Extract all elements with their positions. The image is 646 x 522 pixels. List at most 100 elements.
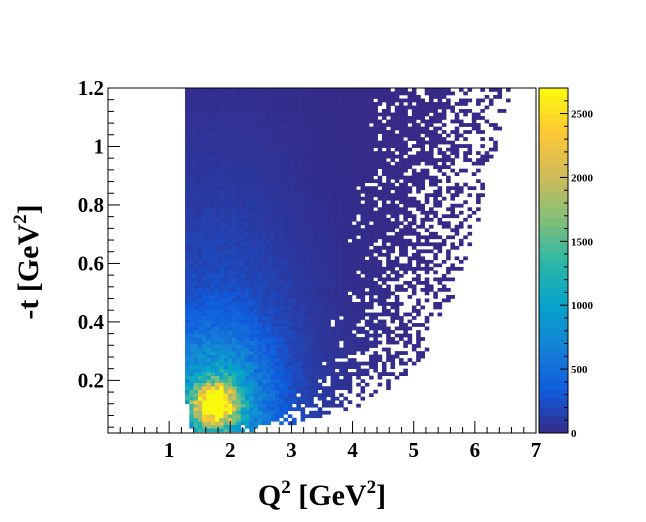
- heatmap-cell: [202, 340, 207, 345]
- heatmap-cell: [287, 337, 293, 341]
- heatmap-cell: [206, 305, 212, 310]
- heatmap-cell: [266, 305, 271, 310]
- heatmap-cell: [202, 168, 207, 173]
- heatmap-cell: [253, 200, 259, 205]
- heatmap-cell: [296, 140, 301, 145]
- heatmap-cell: [493, 147, 498, 152]
- heatmap-cell: [364, 112, 370, 117]
- heatmap-cell: [326, 158, 331, 162]
- heatmap-cell: [403, 151, 408, 155]
- heatmap-cell: [257, 291, 263, 296]
- heatmap-cell: [364, 284, 370, 289]
- heatmap-cell: [347, 116, 353, 120]
- heatmap-cell: [232, 175, 237, 180]
- heatmap-cell: [381, 330, 387, 334]
- heatmap-cell: [334, 221, 340, 226]
- heatmap-cell: [232, 172, 237, 177]
- heatmap-cell: [296, 358, 301, 362]
- heatmap-cell: [339, 287, 344, 292]
- heatmap-cell: [227, 249, 233, 254]
- heatmap-cell: [317, 105, 323, 110]
- heatmap-cell: [454, 256, 460, 261]
- heatmap-cell: [189, 154, 194, 159]
- heatmap-cell: [330, 238, 336, 243]
- heatmap-cell: [386, 354, 391, 359]
- heatmap-cell: [343, 263, 348, 268]
- heatmap-cell: [309, 298, 314, 303]
- heatmap-cell: [433, 252, 438, 257]
- heatmap-cell: [253, 375, 259, 380]
- heatmap-cell: [411, 256, 417, 261]
- heatmap-cell: [386, 302, 391, 306]
- heatmap-cell: [244, 165, 250, 169]
- heatmap-cell: [343, 344, 348, 348]
- heatmap-cell: [429, 193, 434, 198]
- heatmap-cell: [373, 217, 378, 222]
- heatmap-cell: [249, 382, 254, 387]
- heatmap-cell: [300, 389, 306, 394]
- heatmap-cell: [240, 333, 246, 338]
- heatmap-cell: [262, 189, 267, 194]
- heatmap-cell: [262, 379, 267, 384]
- heatmap-cell: [227, 102, 233, 106]
- heatmap-cell: [463, 130, 468, 134]
- heatmap-cell: [313, 182, 319, 187]
- heatmap-cell: [189, 344, 194, 348]
- heatmap-cell: [193, 347, 199, 352]
- heatmap-cell: [185, 316, 190, 320]
- heatmap-cell: [202, 242, 207, 247]
- heatmap-cell: [317, 147, 323, 152]
- heatmap-cell: [287, 231, 293, 236]
- heatmap-cell: [416, 179, 421, 184]
- heatmap-cell: [270, 372, 276, 376]
- heatmap-cell: [506, 98, 511, 103]
- heatmap-cell: [399, 372, 404, 376]
- heatmap-cell: [189, 354, 194, 359]
- heatmap-cell: [326, 242, 331, 247]
- heatmap-cell: [360, 326, 366, 331]
- heatmap-cell: [185, 312, 190, 317]
- heatmap-cell: [356, 238, 361, 243]
- heatmap-cell: [441, 221, 447, 226]
- heatmap-cell: [232, 421, 237, 426]
- heatmap-cell: [262, 242, 267, 247]
- heatmap-cell: [206, 365, 212, 369]
- heatmap-cell: [287, 389, 293, 394]
- heatmap-cell: [377, 224, 383, 229]
- heatmap-cell: [351, 161, 357, 166]
- heatmap-cell: [450, 210, 455, 215]
- heatmap-cell: [304, 116, 310, 120]
- heatmap-cell: [300, 351, 306, 355]
- heatmap-cell: [249, 126, 254, 131]
- heatmap-cell: [356, 347, 361, 352]
- heatmap-cell: [429, 109, 434, 113]
- heatmap-cell: [326, 316, 331, 320]
- heatmap-cell: [270, 175, 276, 180]
- heatmap-cell: [185, 214, 190, 219]
- heatmap-cell: [219, 203, 224, 208]
- heatmap-cell: [317, 137, 323, 141]
- heatmap-cell: [292, 196, 297, 201]
- heatmap-cell: [240, 147, 246, 152]
- heatmap-cell: [441, 137, 447, 141]
- heatmap-cell: [369, 393, 374, 398]
- heatmap-cell: [197, 154, 203, 159]
- heatmap-cell: [283, 151, 289, 155]
- heatmap-cell: [223, 407, 229, 412]
- heatmap-cell: [270, 305, 276, 310]
- heatmap-cell: [223, 165, 229, 169]
- heatmap-cell: [249, 379, 254, 384]
- heatmap-cell: [232, 102, 237, 106]
- heatmap-cell: [471, 123, 477, 127]
- heatmap-cell: [339, 295, 344, 299]
- heatmap-cell: [309, 200, 314, 205]
- heatmap-cell: [193, 154, 199, 159]
- heatmap-cell: [437, 200, 443, 205]
- heatmap-cell: [189, 91, 194, 96]
- heatmap-cell: [373, 368, 378, 373]
- heatmap-cell: [274, 358, 280, 362]
- heatmap-cell: [249, 287, 254, 292]
- heatmap-cell: [287, 280, 293, 285]
- heatmap-cell: [202, 379, 207, 384]
